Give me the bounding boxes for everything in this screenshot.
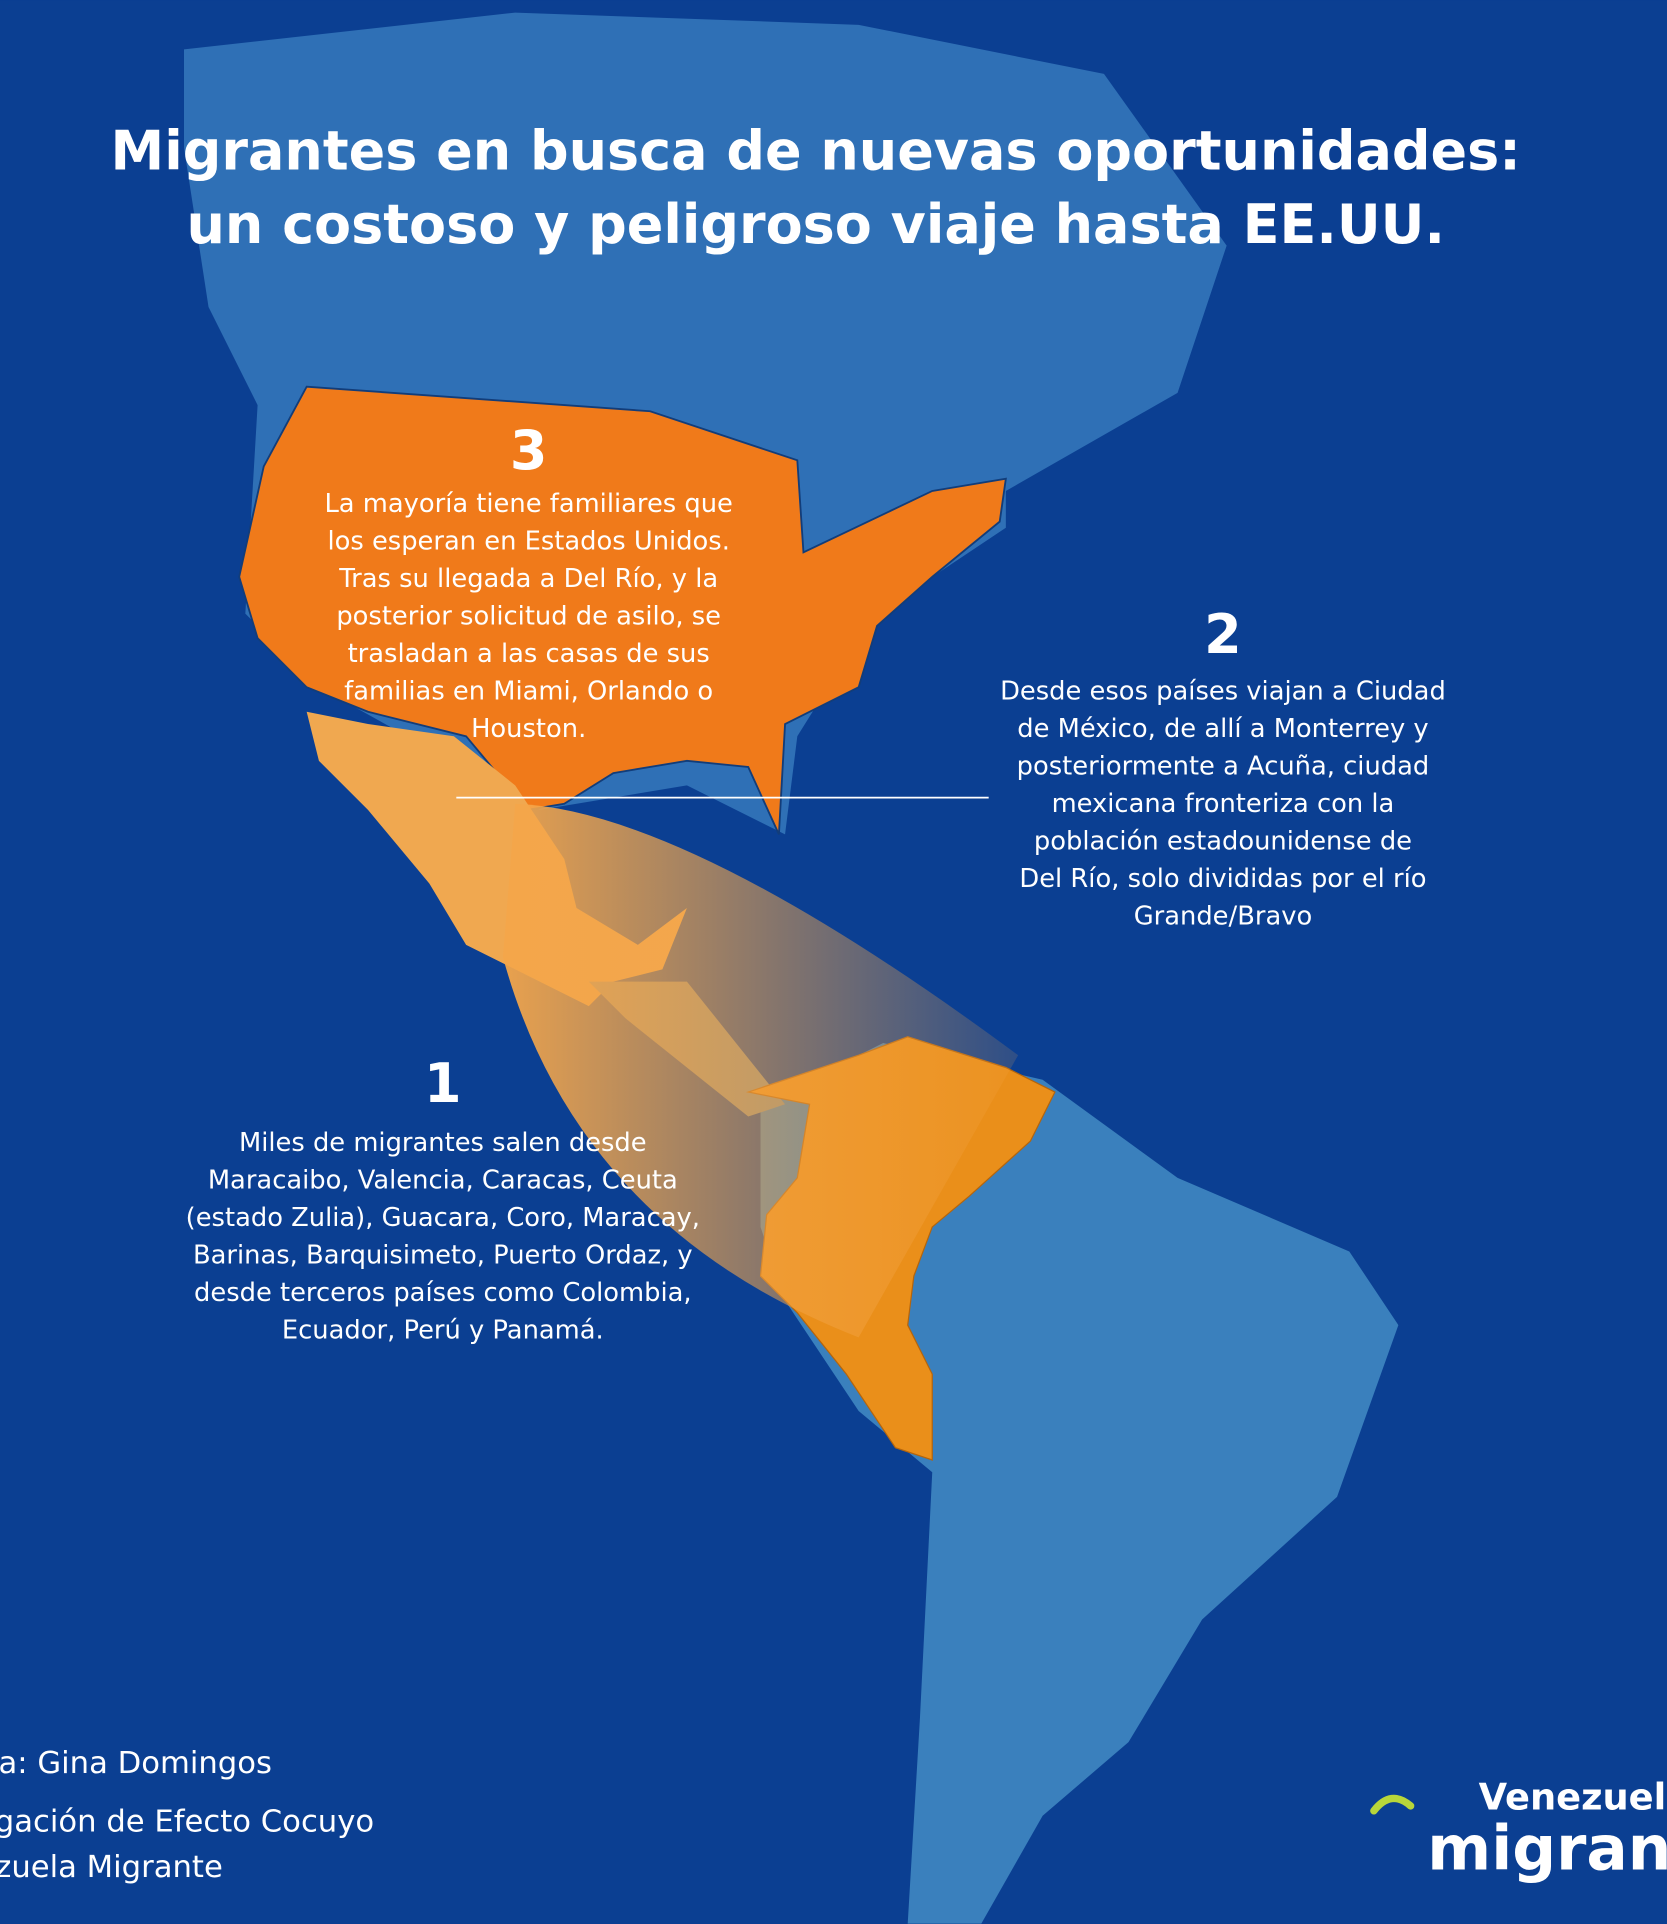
- step-text: Houston.: [471, 714, 586, 744]
- step-text: La mayoría tiene familiares que: [324, 489, 732, 519]
- step-text: posterior solicitud de asilo, se: [336, 601, 721, 631]
- step-text: Miles de migrantes salen desde: [239, 1128, 647, 1158]
- route-wedge: [502, 803, 1019, 1338]
- step-text: desde terceros países como Colombia,: [194, 1278, 692, 1308]
- credit: Venezuela Migrante: [0, 1850, 223, 1885]
- step-text: mexicana fronteriza con la: [1052, 789, 1395, 819]
- step-number: 3: [510, 419, 548, 482]
- step-number: 2: [1204, 603, 1242, 666]
- united-states: [238, 385, 1007, 835]
- step-text: Grande/Bravo: [1134, 902, 1313, 932]
- logo-top: Venezuela: [1479, 1776, 1667, 1819]
- title-line: un costoso y peligroso viaje hasta EE.UU…: [186, 193, 1445, 256]
- step-text: posteriormente a Acuña, ciudad: [1017, 752, 1430, 782]
- step-text: Barinas, Barquisimeto, Puerto Ordaz, y: [193, 1241, 693, 1271]
- step-text: Ecuador, Perú y Panamá.: [282, 1316, 604, 1346]
- title-line: Migrantes en busca de nuevas oportunidad…: [111, 120, 1521, 183]
- step-text: Tras su llegada a Del Río, y la: [338, 564, 718, 594]
- step-text: (estado Zulia), Guacara, Coro, Maracay,: [186, 1203, 700, 1233]
- step-text: los esperan en Estados Unidos.: [327, 526, 729, 556]
- south-america: [760, 1042, 1399, 1924]
- logo-bottom: migrante: [1427, 1814, 1667, 1885]
- step-number: 1: [424, 1052, 462, 1115]
- step-text: Maracaibo, Valencia, Caracas, Ceuta: [208, 1165, 678, 1195]
- step-text: familias en Miami, Orlando o: [344, 676, 713, 706]
- logo-arc: [1370, 1794, 1415, 1815]
- step-text: de México, de allí a Monterrey y: [1017, 714, 1428, 744]
- step-text: población estadounidense de: [1034, 827, 1412, 857]
- credit: Infografía: Gina Domingos: [0, 1746, 272, 1781]
- step-text: trasladan a las casas de sus: [348, 639, 710, 669]
- credit: Fuente: Investigación de Efecto Cocuyo: [0, 1805, 374, 1840]
- step-text: Desde esos países viajan a Ciudad: [1000, 676, 1446, 706]
- step-text: Del Río, solo divididas por el río: [1019, 864, 1426, 894]
